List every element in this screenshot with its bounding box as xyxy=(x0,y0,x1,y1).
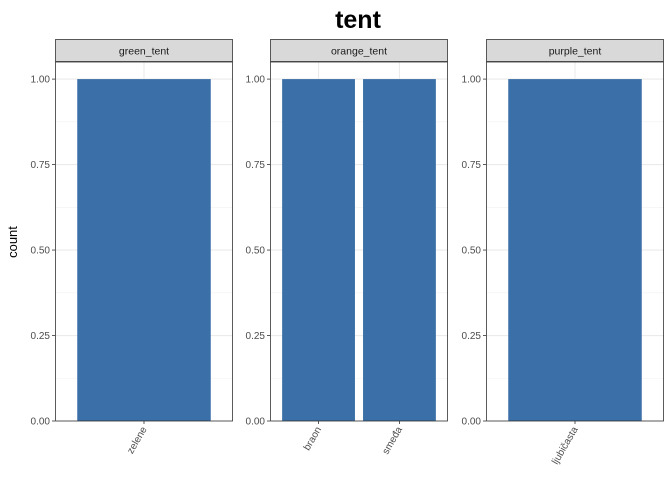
y-tick-label: 0.00 xyxy=(246,417,266,428)
bar-1 xyxy=(508,79,642,421)
bar-2 xyxy=(363,79,436,421)
chart-title: tent xyxy=(335,6,382,34)
facet-panel-purple-tent: purple_tent 0.00 0.25 0.50 0.75 1.00 ljubičast… xyxy=(462,39,664,467)
panel-border xyxy=(270,61,448,422)
y-tick-label: 0.25 xyxy=(246,331,266,342)
facet-strip-label: green_tent xyxy=(119,46,169,58)
facet-panels: green_tent 0.00 0.25 0.50 0.75 1.00 zelene oran… xyxy=(31,39,664,467)
x-tick-label: zelene xyxy=(125,425,149,456)
y-tick-label: 1.00 xyxy=(31,75,51,86)
bar-1 xyxy=(282,79,355,421)
y-tick-label: 0.75 xyxy=(31,160,51,171)
y-tick-label: 1.00 xyxy=(246,75,266,86)
x-tick-label: smeđa xyxy=(381,425,406,457)
bar-1 xyxy=(77,79,211,421)
y-tick-label: 0.25 xyxy=(31,331,51,342)
facet-strip-label: orange_tent xyxy=(331,46,387,58)
facet-strip xyxy=(55,39,233,62)
y-tick-label: 0.00 xyxy=(462,417,482,428)
facet-strip-label: purple_tent xyxy=(549,46,602,58)
facet-panel-green-tent: green_tent 0.00 0.25 0.50 0.75 1.00 zelene xyxy=(31,39,233,456)
x-tick-label: ljubičasta xyxy=(550,425,581,467)
y-axis-label: count xyxy=(5,226,20,258)
y-tick-label: 0.25 xyxy=(462,331,482,342)
y-tick-label: 0.50 xyxy=(246,246,266,257)
facet-panel-orange-tent: orange_tent 0.00 0.25 0.50 0.75 1.00 braon smeđ… xyxy=(246,39,448,457)
y-tick-label: 0.75 xyxy=(246,160,266,171)
y-tick-label: 1.00 xyxy=(462,75,482,86)
x-tick-label: braon xyxy=(302,425,324,453)
y-tick-label: 0.50 xyxy=(462,246,482,257)
y-tick-label: 0.75 xyxy=(462,160,482,171)
y-tick-label: 0.00 xyxy=(31,417,51,428)
y-tick-label: 0.50 xyxy=(31,246,51,257)
facet-strip xyxy=(270,39,448,62)
facet-strip xyxy=(486,39,664,62)
